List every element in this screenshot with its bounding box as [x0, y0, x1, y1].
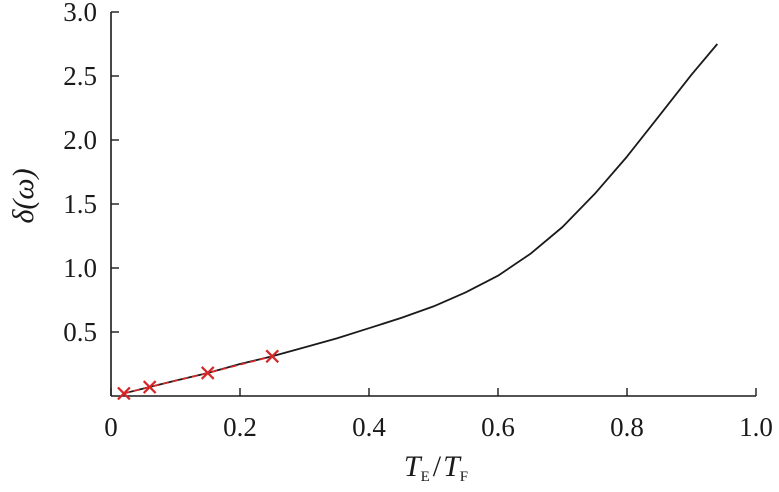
x-marker [265, 349, 280, 364]
x-tick-label: 0.6 [481, 412, 515, 442]
x-axis-label-sub2: F [460, 469, 468, 485]
y-axis-label: δ(ω) [7, 168, 40, 223]
x-tick-label: 0.4 [352, 412, 386, 442]
y-ticks: 0.5 1.0 1.5 2.0 2.5 3.0 [63, 0, 119, 347]
y-tick-label: 3.0 [63, 0, 97, 27]
x-marker [117, 386, 131, 401]
y-tick-label: 2.5 [63, 61, 97, 91]
y-tick-label: 2.0 [63, 125, 97, 155]
x-axis-label-t1: T [404, 450, 423, 483]
x-marker [142, 380, 157, 394]
x-tick-label: 1.0 [739, 412, 773, 442]
x-axis-label-slash: / [433, 450, 442, 483]
x-tick-label: 0 [104, 412, 118, 442]
x-axis-label: TE/TF [404, 450, 468, 485]
x-axis-label-t2: T [443, 450, 462, 483]
curve-dashed-line [123, 355, 273, 395]
y-tick-label: 1.5 [63, 189, 97, 219]
axes [110, 12, 756, 397]
x-tick-label: 0.2 [223, 412, 257, 442]
x-marker [200, 366, 215, 380]
y-tick-label: 1.0 [63, 253, 97, 283]
y-tick-label: 0.5 [63, 317, 97, 347]
series-group [117, 43, 718, 401]
x-ticks: 0 0.2 0.4 0.6 0.8 1.0 [104, 388, 773, 442]
x-axis-label-sub1: E [421, 469, 430, 485]
curve-solid-line [123, 43, 718, 395]
x-tick-label: 0.8 [610, 412, 644, 442]
